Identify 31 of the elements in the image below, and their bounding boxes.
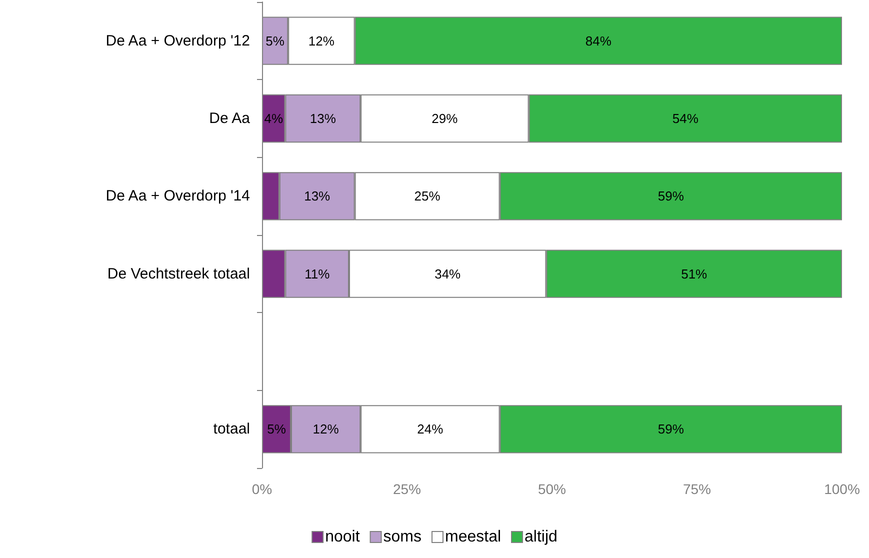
y-tick-label: De Aa + Overdorp '14 — [106, 188, 250, 205]
data-label: 29% — [432, 111, 458, 126]
y-tick-label: De Aa + Overdorp '12 — [106, 32, 250, 50]
x-tick-label: 25% — [392, 481, 422, 497]
legend-label: altijd — [524, 528, 558, 546]
x-tick-label: 100% — [824, 481, 860, 497]
legend-label: meestal — [444, 528, 502, 546]
data-label: 12% — [308, 33, 335, 48]
data-label: 51% — [681, 266, 708, 282]
data-label: 59% — [658, 422, 684, 437]
data-label: 11% — [304, 266, 330, 282]
data-label: 25% — [414, 188, 441, 204]
data-label: 59% — [658, 188, 684, 204]
data-label: 5% — [266, 33, 285, 48]
x-tick-label: 0% — [252, 481, 272, 497]
x-tick-label: 50% — [538, 481, 566, 497]
legend-label: soms — [383, 528, 422, 546]
data-label: 5% — [267, 422, 286, 437]
y-tick-label: De Vechtstreek totaal — [107, 265, 250, 282]
x-tick-label: 75% — [682, 481, 712, 497]
data-label: 34% — [434, 266, 462, 282]
data-label: 24% — [417, 422, 444, 437]
y-tick-label: totaal — [213, 420, 250, 438]
data-label: 13% — [310, 111, 336, 126]
data-label: 12% — [312, 422, 340, 437]
data-label: 13% — [304, 188, 331, 204]
legend-label: nooit — [325, 528, 360, 546]
data-label: 54% — [672, 111, 699, 126]
data-label: 84% — [585, 33, 612, 48]
data-label: 4% — [264, 111, 284, 126]
y-tick-label: De Aa — [209, 110, 251, 127]
